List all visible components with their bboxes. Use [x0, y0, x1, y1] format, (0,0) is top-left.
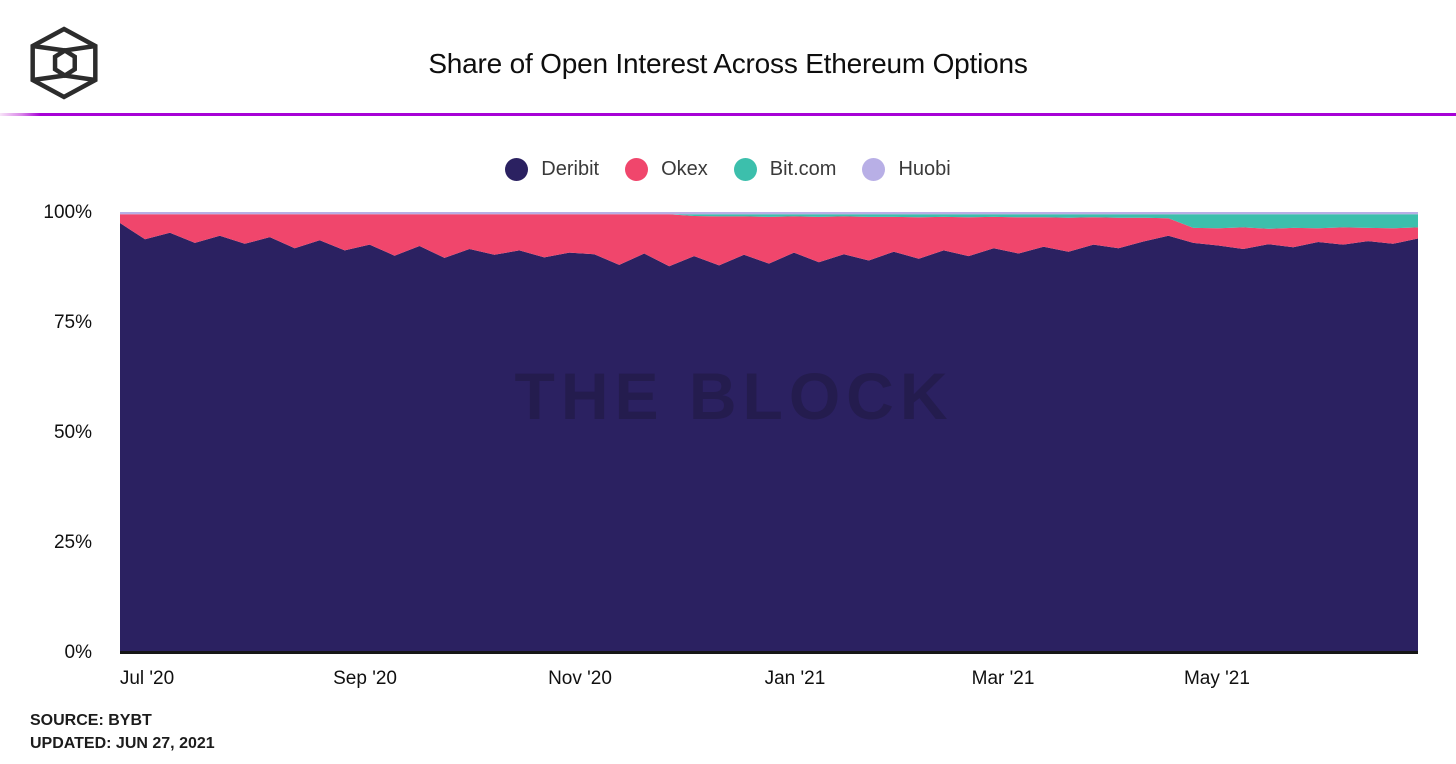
x-tick-label: Jul '20	[119, 668, 175, 689]
y-tick-label: 0%	[64, 642, 92, 663]
area-okex	[120, 214, 1418, 267]
legend-label: Huobi	[898, 157, 951, 180]
legend-color-dot-icon	[505, 157, 529, 181]
page-title: Share of Open Interest Across Ethereum O…	[428, 48, 1028, 79]
area-deribit	[120, 223, 1418, 653]
area-bitcom	[120, 214, 1418, 229]
the-block-cube-logo-icon	[30, 26, 98, 100]
x-tick-label: May '21	[1183, 668, 1250, 689]
x-tick-label: Nov '20	[548, 668, 612, 689]
legend-label: Bit.com	[769, 157, 837, 180]
chart-footer: SOURCE: BYBT UPDATED: JUN 27, 2021	[30, 709, 215, 755]
x-axis-line	[120, 651, 1418, 654]
updated-text: UPDATED: JUN 27, 2021	[30, 735, 215, 752]
y-tick-label: 25%	[53, 532, 92, 553]
x-tick-label: Jan '21	[764, 668, 826, 689]
y-tick-label: 50%	[53, 422, 92, 443]
x-tick-label: Mar '21	[971, 668, 1035, 689]
legend-color-dot-icon	[862, 157, 886, 181]
y-tick-label: 100%	[43, 202, 92, 223]
y-tick-label: 75%	[53, 312, 92, 333]
legend-item-okex[interactable]: Okex	[625, 157, 708, 181]
legend-label: Okex	[661, 157, 708, 180]
legend-item-deribit[interactable]: Deribit	[505, 157, 600, 181]
x-tick-label: Sep '20	[333, 668, 397, 689]
source-text: SOURCE: BYBT	[30, 712, 152, 729]
legend-color-dot-icon	[625, 157, 649, 181]
area-huobi	[120, 212, 1418, 215]
legend-item-bitcom[interactable]: Bit.com	[733, 157, 837, 181]
stacked-area-chart	[120, 212, 1418, 653]
legend-color-dot-icon	[733, 157, 757, 181]
accent-divider	[0, 113, 1456, 116]
chart-legend: Deribit Okex Bit.com Huobi	[0, 154, 1456, 184]
legend-label: Deribit	[541, 157, 600, 180]
legend-item-huobi[interactable]: Huobi	[862, 157, 951, 181]
